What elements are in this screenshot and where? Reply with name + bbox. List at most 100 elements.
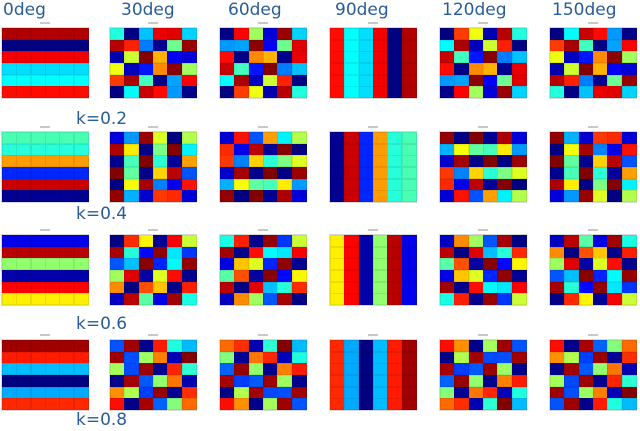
filter-cell — [263, 281, 278, 294]
filter-cell — [373, 74, 388, 87]
filter-cell — [373, 246, 388, 259]
filter-cell — [387, 246, 403, 259]
filter-cell — [30, 167, 46, 179]
filter-cell — [578, 258, 594, 271]
filter-cell — [387, 63, 403, 75]
filter-cell — [167, 246, 183, 259]
filter-cell — [73, 363, 89, 376]
filter-cell — [110, 86, 125, 99]
filter-cell — [2, 51, 17, 64]
filter-cell — [110, 386, 125, 399]
filter-cell — [234, 281, 250, 294]
filter-cell — [454, 363, 470, 376]
filter-cell — [440, 28, 455, 40]
filter-cell — [511, 143, 527, 156]
filter-cell — [45, 398, 60, 411]
filter-cell — [167, 132, 183, 144]
filter-cell — [454, 86, 470, 99]
filter-cell — [153, 340, 168, 352]
filter-cell — [277, 246, 293, 259]
filter-cell — [291, 167, 307, 179]
filter-cell — [153, 398, 168, 411]
filter-cell — [607, 363, 623, 376]
filter-cell — [358, 351, 374, 364]
filter-cell — [181, 155, 197, 168]
filter-cell — [45, 63, 60, 75]
filter-cell — [607, 155, 623, 168]
filter-cell — [220, 51, 235, 64]
filter-cell — [45, 132, 60, 144]
filter-cell — [607, 190, 623, 203]
filter-cell — [578, 281, 594, 294]
filter-cell — [110, 143, 125, 156]
filter-cell — [607, 258, 623, 271]
filter-cell — [30, 258, 46, 271]
filter-cell — [277, 178, 293, 191]
filter-cell — [263, 51, 278, 64]
filter-cell — [2, 190, 17, 203]
filter-cell — [497, 281, 513, 294]
filter-cell — [373, 39, 388, 52]
filter-cell — [330, 132, 345, 144]
filter-cell — [344, 375, 360, 387]
filter-cell — [181, 51, 197, 64]
filter-cell — [550, 143, 565, 156]
filter-cell — [73, 190, 89, 203]
filter-cell — [373, 86, 388, 99]
filter-cell — [454, 270, 470, 282]
filter-cell — [277, 74, 293, 87]
filter-cell — [110, 235, 125, 247]
filter-cell — [550, 270, 565, 282]
filter-cell — [220, 143, 235, 156]
filter-cell — [124, 235, 140, 247]
filter-cell — [291, 132, 307, 144]
filter-cell — [468, 363, 484, 376]
filter-cell — [593, 340, 608, 352]
filter-cell — [124, 167, 140, 179]
filter-cell — [181, 132, 197, 144]
filter-tile — [440, 22, 527, 99]
filter-cell — [110, 270, 125, 282]
filter-cell — [248, 143, 264, 156]
filter-cell — [373, 132, 388, 144]
filter-cell — [344, 63, 360, 75]
filter-cell — [358, 258, 374, 271]
filter-cell — [291, 51, 307, 64]
tile-title-mark — [40, 229, 50, 231]
filter-cell — [344, 39, 360, 52]
filter-cell — [330, 281, 345, 294]
filter-cell — [401, 235, 417, 247]
filter-cell — [167, 235, 183, 247]
filter-tile — [110, 126, 197, 203]
filter-cell — [291, 86, 307, 99]
filter-cell — [124, 155, 140, 168]
filter-cell — [73, 375, 89, 387]
filter-cell — [167, 143, 183, 156]
filter-cell — [440, 386, 455, 399]
filter-cell — [248, 51, 264, 64]
filter-cell — [454, 258, 470, 271]
filter-cell — [291, 375, 307, 387]
filter-tile — [440, 334, 527, 411]
filter-tile — [550, 126, 637, 203]
filter-cell — [263, 246, 278, 259]
filter-cell — [30, 246, 46, 259]
filter-cell — [277, 86, 293, 99]
tile-title-mark — [258, 229, 268, 231]
filter-cell — [621, 281, 637, 294]
filter-cell — [248, 270, 264, 282]
filter-cell — [607, 167, 623, 179]
filter-cell — [578, 190, 594, 203]
filter-cell — [468, 28, 484, 40]
filter-cell — [124, 363, 140, 376]
filter-tile — [330, 126, 417, 203]
filter-cell — [401, 74, 417, 87]
filter-tile — [220, 22, 307, 99]
filter-cell — [578, 270, 594, 282]
filter-cell — [607, 246, 623, 259]
filter-cell — [277, 190, 293, 203]
filter-cell — [511, 178, 527, 191]
tile-title-mark — [148, 126, 158, 128]
filter-cell — [263, 39, 278, 52]
filter-cell — [73, 178, 89, 191]
